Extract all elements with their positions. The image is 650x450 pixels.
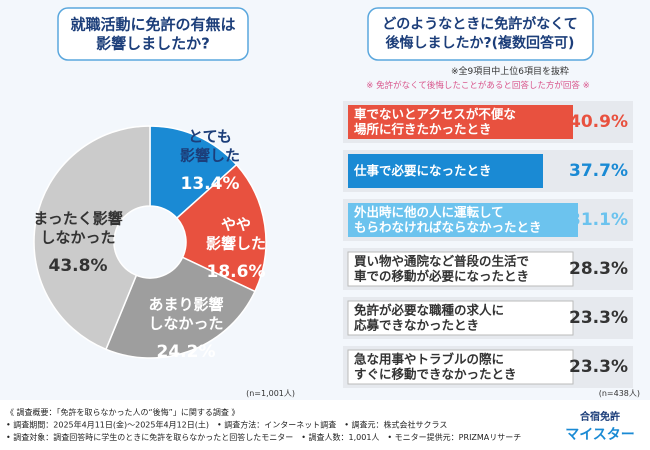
footer-line: 《 調査概要：「免許を取らなかった人の“後悔”」に関する調査 》 bbox=[6, 407, 239, 417]
segment-label: やや影響した bbox=[206, 215, 266, 252]
row-value: 28.3% bbox=[569, 259, 628, 279]
row-label: 車でないとアクセスが不便な場所に行きたかったとき bbox=[354, 106, 516, 136]
sample-note: (n=438人) bbox=[599, 389, 640, 398]
logo-bottom: マイスター bbox=[565, 427, 635, 443]
donut-segment bbox=[175, 163, 267, 293]
segment-label: あまり影響しなかった bbox=[148, 295, 223, 332]
row-label: 仕事で必要になったとき bbox=[353, 163, 492, 178]
row-label-box bbox=[348, 105, 573, 139]
segment-value: 18.6% bbox=[207, 262, 266, 282]
title-box bbox=[57, 7, 249, 61]
row-label-box bbox=[347, 349, 574, 385]
row-value: 31.1% bbox=[569, 210, 628, 230]
footer-line: • 調査期間：2025年4月11日(金)～2025年4月12日(土) • 調査方… bbox=[6, 419, 447, 429]
footer-band bbox=[0, 400, 650, 450]
row-label-box bbox=[347, 251, 574, 287]
title-box bbox=[367, 7, 594, 61]
logo-top: 合宿免許 bbox=[579, 410, 620, 423]
row-value: 23.3% bbox=[569, 357, 628, 377]
chart-subtitle: ※全9項目中上位6項目を抜粋 bbox=[451, 65, 569, 77]
sample-note: (n=1,001人) bbox=[246, 389, 295, 398]
footer-line: • 調査対象：調査回答時に学生のときに免許を取らなかったと回答したモニター • … bbox=[6, 432, 521, 442]
chart-title: どのようなときに免許がなくて後悔しましたか?(複数回答可) bbox=[382, 16, 578, 52]
segment-label: まったく影響しなかった bbox=[33, 209, 122, 246]
donut-segment bbox=[104, 256, 256, 359]
row-value: 40.9% bbox=[569, 112, 628, 132]
donut-segment bbox=[33, 125, 151, 351]
row-label: 免許が必要な職種の求人に応募できなかったとき bbox=[354, 302, 504, 332]
segment-value: 24.2% bbox=[157, 342, 216, 362]
chart-title: 就職活動に免許の有無は影響しましたか? bbox=[70, 15, 235, 52]
row-label: 外出時に他の人に運転してもらわなければならなかったとき bbox=[353, 204, 542, 234]
row-value: 37.7% bbox=[569, 161, 628, 181]
row-label: 急な用事やトラブルの際にすぐに移動できなかったとき bbox=[354, 351, 517, 381]
row-label-box bbox=[347, 300, 574, 336]
row-label: 買い物や通院など普段の生活で車での移動が必要になったとき bbox=[354, 253, 529, 283]
chart-subtitle: ※ 免許がなくて後悔したことがあると回答した方が回答 ※ bbox=[366, 80, 589, 91]
row-value: 23.3% bbox=[569, 308, 628, 328]
row-label-box bbox=[348, 203, 578, 237]
row-label-box bbox=[348, 154, 543, 188]
segment-value: 43.8% bbox=[49, 256, 108, 276]
segment-value: 13.4% bbox=[181, 174, 240, 194]
segment-label: とても影響した bbox=[180, 127, 240, 164]
